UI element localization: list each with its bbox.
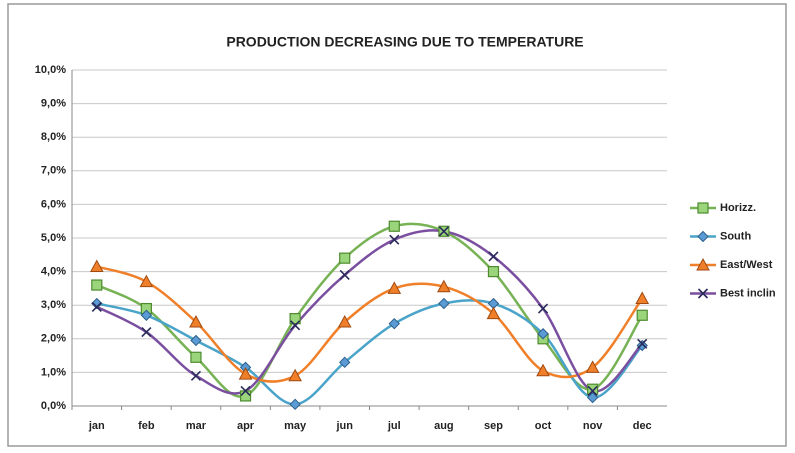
marker — [636, 309, 648, 321]
marker — [141, 327, 152, 338]
marker — [190, 370, 202, 381]
marker — [587, 385, 598, 396]
y-tick-label: 4,0% — [41, 266, 66, 278]
x-tick-label: feb — [138, 420, 155, 432]
marker — [337, 314, 352, 328]
marker — [697, 202, 709, 214]
x-tick-label: jun — [335, 420, 353, 432]
x-tick-label: aug — [434, 420, 454, 432]
x-tick-label: mar — [186, 420, 207, 432]
marker — [488, 251, 499, 262]
marker — [388, 220, 400, 232]
marker — [288, 368, 302, 382]
marker — [438, 226, 449, 237]
marker — [89, 259, 104, 273]
marker — [239, 390, 252, 402]
marker — [238, 367, 253, 380]
marker — [139, 274, 154, 288]
marker — [388, 317, 400, 330]
marker — [91, 279, 103, 291]
marker — [696, 257, 710, 271]
marker — [240, 385, 251, 396]
marker — [437, 279, 451, 293]
y-tick-label: 2,0% — [41, 333, 66, 345]
y-tick-label: 8,0% — [41, 131, 66, 143]
y-tick-label: 10,0% — [35, 64, 66, 76]
marker — [190, 334, 202, 347]
marker — [537, 303, 549, 314]
marker — [637, 338, 648, 349]
marker — [289, 398, 301, 411]
marker — [585, 360, 600, 373]
x-tick-label: oct — [535, 420, 552, 432]
series-line — [96, 265, 644, 383]
marker — [487, 266, 500, 278]
x-tick-label: sep — [484, 420, 503, 432]
marker — [635, 291, 650, 304]
x-tick-label: nov — [583, 420, 603, 432]
legend-label: South — [720, 230, 751, 242]
y-tick-label: 9,0% — [41, 98, 66, 110]
marker — [438, 297, 450, 310]
marker — [697, 230, 709, 243]
y-tick-label: 1,0% — [41, 366, 66, 378]
x-tick-label: may — [284, 420, 307, 432]
marker — [290, 320, 301, 331]
marker — [537, 328, 549, 340]
marker — [189, 314, 203, 328]
marker — [486, 306, 501, 320]
marker — [140, 309, 153, 321]
marker — [389, 234, 400, 245]
x-tick-label: apr — [237, 420, 255, 432]
y-tick-label: 5,0% — [41, 232, 66, 244]
marker — [91, 301, 102, 312]
marker — [697, 288, 709, 299]
marker — [586, 391, 599, 404]
x-tick-label: jul — [387, 420, 401, 432]
marker — [190, 351, 202, 363]
y-tick-label: 7,0% — [41, 165, 66, 177]
x-tick-label: dec — [633, 420, 652, 432]
y-tick-label: 3,0% — [41, 299, 66, 311]
marker — [536, 363, 550, 377]
marker — [636, 339, 648, 352]
marker — [387, 281, 402, 294]
chart-title: PRODUCTION DECREASING DUE TO TEMPERATURE — [226, 34, 583, 50]
legend-label: Best inclin — [720, 287, 776, 299]
marker — [339, 356, 351, 369]
marker — [289, 313, 301, 325]
marker — [339, 252, 351, 264]
y-tick-label: 6,0% — [41, 198, 66, 210]
y-tick-label: 0,0% — [41, 400, 66, 412]
marker — [91, 297, 103, 310]
legend-label: Horizz. — [720, 202, 756, 214]
marker — [339, 269, 350, 281]
x-tick-label: jan — [88, 420, 105, 432]
legend-label: East/West — [720, 259, 773, 271]
